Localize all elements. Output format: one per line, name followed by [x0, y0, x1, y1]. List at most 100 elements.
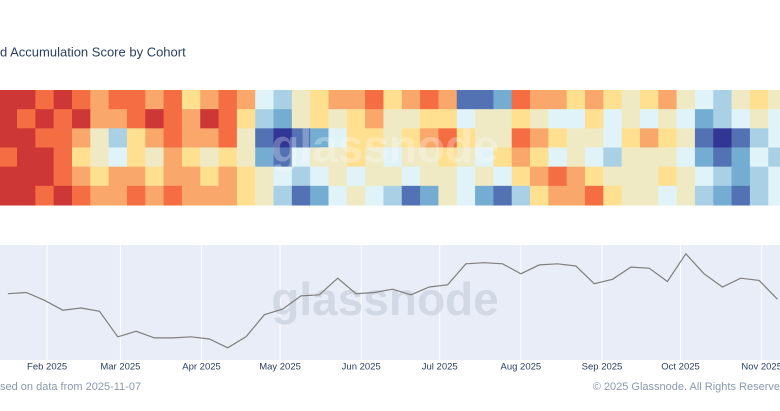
- heatmap-cell: [218, 166, 238, 187]
- heatmap-cell: [566, 90, 586, 110]
- heatmap-cell: [218, 109, 238, 129]
- heatmap-cell: [456, 185, 476, 206]
- heatmap-cell: [163, 147, 183, 168]
- heatmap-cell: [0, 90, 18, 110]
- heatmap-cell: [273, 166, 293, 187]
- heatmap-cell: [658, 90, 678, 110]
- heatmap-cell: [676, 147, 696, 168]
- heatmap-cell: [475, 109, 494, 129]
- heatmap-cell: [658, 147, 678, 168]
- heatmap-cell: [511, 166, 531, 187]
- x-tick-label: Nov 2025: [741, 362, 780, 373]
- heatmap-cell: [566, 185, 586, 206]
- heatmap-cell: [346, 185, 366, 206]
- heatmap-cell: [346, 128, 366, 148]
- watermark: glassnode: [271, 273, 499, 325]
- heatmap-cell: [0, 166, 18, 187]
- heatmap-cell: [365, 109, 384, 129]
- heatmap-cell: [236, 90, 256, 110]
- heatmap-cell: [493, 90, 513, 110]
- heatmap-cell: [768, 147, 780, 168]
- heatmap-cell: [493, 185, 513, 206]
- heatmap-cell: [694, 90, 714, 110]
- heatmap-cell: [365, 166, 384, 187]
- heatmap-cell: [108, 90, 128, 110]
- heatmap-cell: [273, 147, 293, 168]
- heatmap-cell: [401, 166, 421, 187]
- heatmap-cell: [310, 128, 329, 148]
- footer-copyright: © 2025 Glassnode. All Rights Reserve: [593, 381, 780, 393]
- heatmap-cell: [365, 185, 384, 206]
- heatmap-cell: [255, 90, 275, 110]
- heatmap-cell: [90, 109, 110, 129]
- heatmap-cell: [346, 147, 366, 168]
- heatmap-cell: [53, 166, 73, 187]
- heatmap-cell: [0, 185, 18, 206]
- heatmap-cell: [35, 90, 55, 110]
- heatmap-cell: [126, 109, 146, 129]
- heatmap-cell: [749, 147, 769, 168]
- heatmap-cell: [108, 166, 128, 187]
- heatmap-cell: [200, 128, 220, 148]
- heatmap-cell: [17, 185, 36, 206]
- heatmap-cell: [456, 128, 476, 148]
- plot-background: [0, 245, 780, 360]
- heatmap-cell: [145, 90, 165, 110]
- heatmap-cell: [456, 147, 476, 168]
- heatmap-cell: [255, 147, 275, 168]
- heatmap-cell: [181, 166, 201, 187]
- heatmap-cell: [475, 166, 494, 187]
- heatmap-cell: [383, 128, 403, 148]
- heatmap-cell: [438, 90, 458, 110]
- heatmap-cell: [291, 147, 311, 168]
- heatmap-cell: [676, 90, 696, 110]
- heatmap-cell: [310, 147, 329, 168]
- heatmap-cell: [17, 166, 36, 187]
- heatmap-cell: [383, 147, 403, 168]
- heatmap-cell: [566, 109, 586, 129]
- heatmap-cell: [621, 90, 641, 110]
- heatmap-cell: [291, 166, 311, 187]
- x-tick-label: Sep 2025: [582, 362, 623, 373]
- heatmap-cell: [236, 166, 256, 187]
- heatmap-cell: [713, 109, 733, 129]
- heatmap-cell: [438, 185, 458, 206]
- heatmap-cell: [731, 166, 751, 187]
- heatmap-cell: [71, 147, 91, 168]
- heatmap-cell: [420, 166, 439, 187]
- heatmap-cell: [291, 185, 311, 206]
- heatmap-cell: [163, 166, 183, 187]
- heatmap-cell: [420, 128, 439, 148]
- heatmap-cell: [694, 147, 714, 168]
- heatmap-cell: [603, 128, 623, 148]
- chart-title: d Accumulation Score by Cohort: [0, 44, 186, 59]
- heatmap-cell: [713, 90, 733, 110]
- heatmap-cell: [713, 185, 733, 206]
- heatmap-cell: [694, 109, 714, 129]
- heatmap-cell: [255, 185, 275, 206]
- heatmap-cell: [328, 166, 348, 187]
- heatmap-cell: [493, 166, 513, 187]
- heatmap-cell: [365, 128, 384, 148]
- heatmap-cell: [401, 90, 421, 110]
- heatmap-cell: [639, 166, 659, 187]
- heatmap-cell: [749, 109, 769, 129]
- heatmap-cell: [310, 185, 329, 206]
- heatmap-cell: [438, 128, 458, 148]
- heatmap-cell: [731, 185, 751, 206]
- heatmap-cell: [713, 128, 733, 148]
- heatmap-cell: [475, 128, 494, 148]
- heatmap-cell: [639, 128, 659, 148]
- heatmap-cell: [639, 147, 659, 168]
- heatmap-cell: [163, 185, 183, 206]
- x-tick-label: May 2025: [259, 362, 301, 373]
- heatmap-cell: [768, 90, 780, 110]
- heatmap-cell: [53, 109, 73, 129]
- watermark: glassnode: [271, 120, 499, 172]
- heatmap-cell: [694, 128, 714, 148]
- heatmap-cell: [548, 166, 568, 187]
- heatmap-cell: [273, 128, 293, 148]
- heatmap-cell: [401, 109, 421, 129]
- heatmap-cell: [530, 185, 549, 206]
